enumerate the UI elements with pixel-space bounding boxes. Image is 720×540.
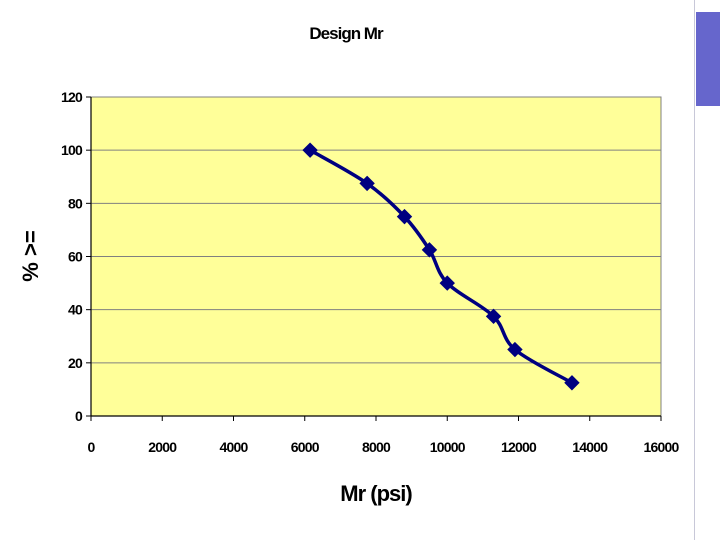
x-tick-label: 14000 (572, 439, 608, 455)
chart: Design Mr 0 20 40 60 80 100 120 0 2000 4000 6000 8… (18, 24, 681, 506)
x-tick-label: 12000 (501, 439, 537, 455)
y-tick-label: 20 (68, 355, 83, 371)
data-point-marker (302, 142, 318, 158)
axes (86, 96, 662, 421)
data-point-marker (439, 275, 455, 291)
y-tick-label: 80 (68, 195, 83, 211)
y-tick-label: 100 (61, 142, 83, 158)
x-tick-label: 10000 (430, 439, 466, 455)
data-point-marker (564, 375, 580, 391)
slide-border-line (694, 0, 695, 540)
data-point-marker (485, 308, 502, 325)
y-tick-labels: 0 20 40 60 80 100 120 (61, 89, 84, 424)
x-tick-label: 6000 (291, 439, 320, 455)
x-tick-label: 16000 (644, 439, 680, 455)
y-tick-label: 0 (75, 408, 83, 424)
gridlines (91, 149, 661, 364)
chart-title: Design Mr (309, 24, 384, 43)
y-axis-label: % >= (18, 230, 43, 281)
y-tick-label: 40 (68, 302, 83, 318)
slide-accent-bar (696, 12, 720, 106)
series (302, 142, 580, 391)
data-point-marker (396, 208, 413, 225)
y-tick-label: 120 (61, 89, 83, 105)
x-tick-label: 8000 (362, 439, 391, 455)
data-point-marker (507, 341, 523, 358)
y-tick-label: 60 (68, 249, 83, 265)
x-tick-label: 2000 (148, 439, 177, 455)
x-tick-labels: 0 2000 4000 6000 8000 10000 12000 14000 16000 (88, 439, 681, 455)
data-point-marker (359, 175, 375, 192)
x-axis-label: Mr (psi) (340, 481, 412, 506)
data-point-marker (421, 242, 438, 258)
x-tick-label: 0 (88, 439, 96, 455)
x-tick-label: 4000 (220, 439, 249, 455)
